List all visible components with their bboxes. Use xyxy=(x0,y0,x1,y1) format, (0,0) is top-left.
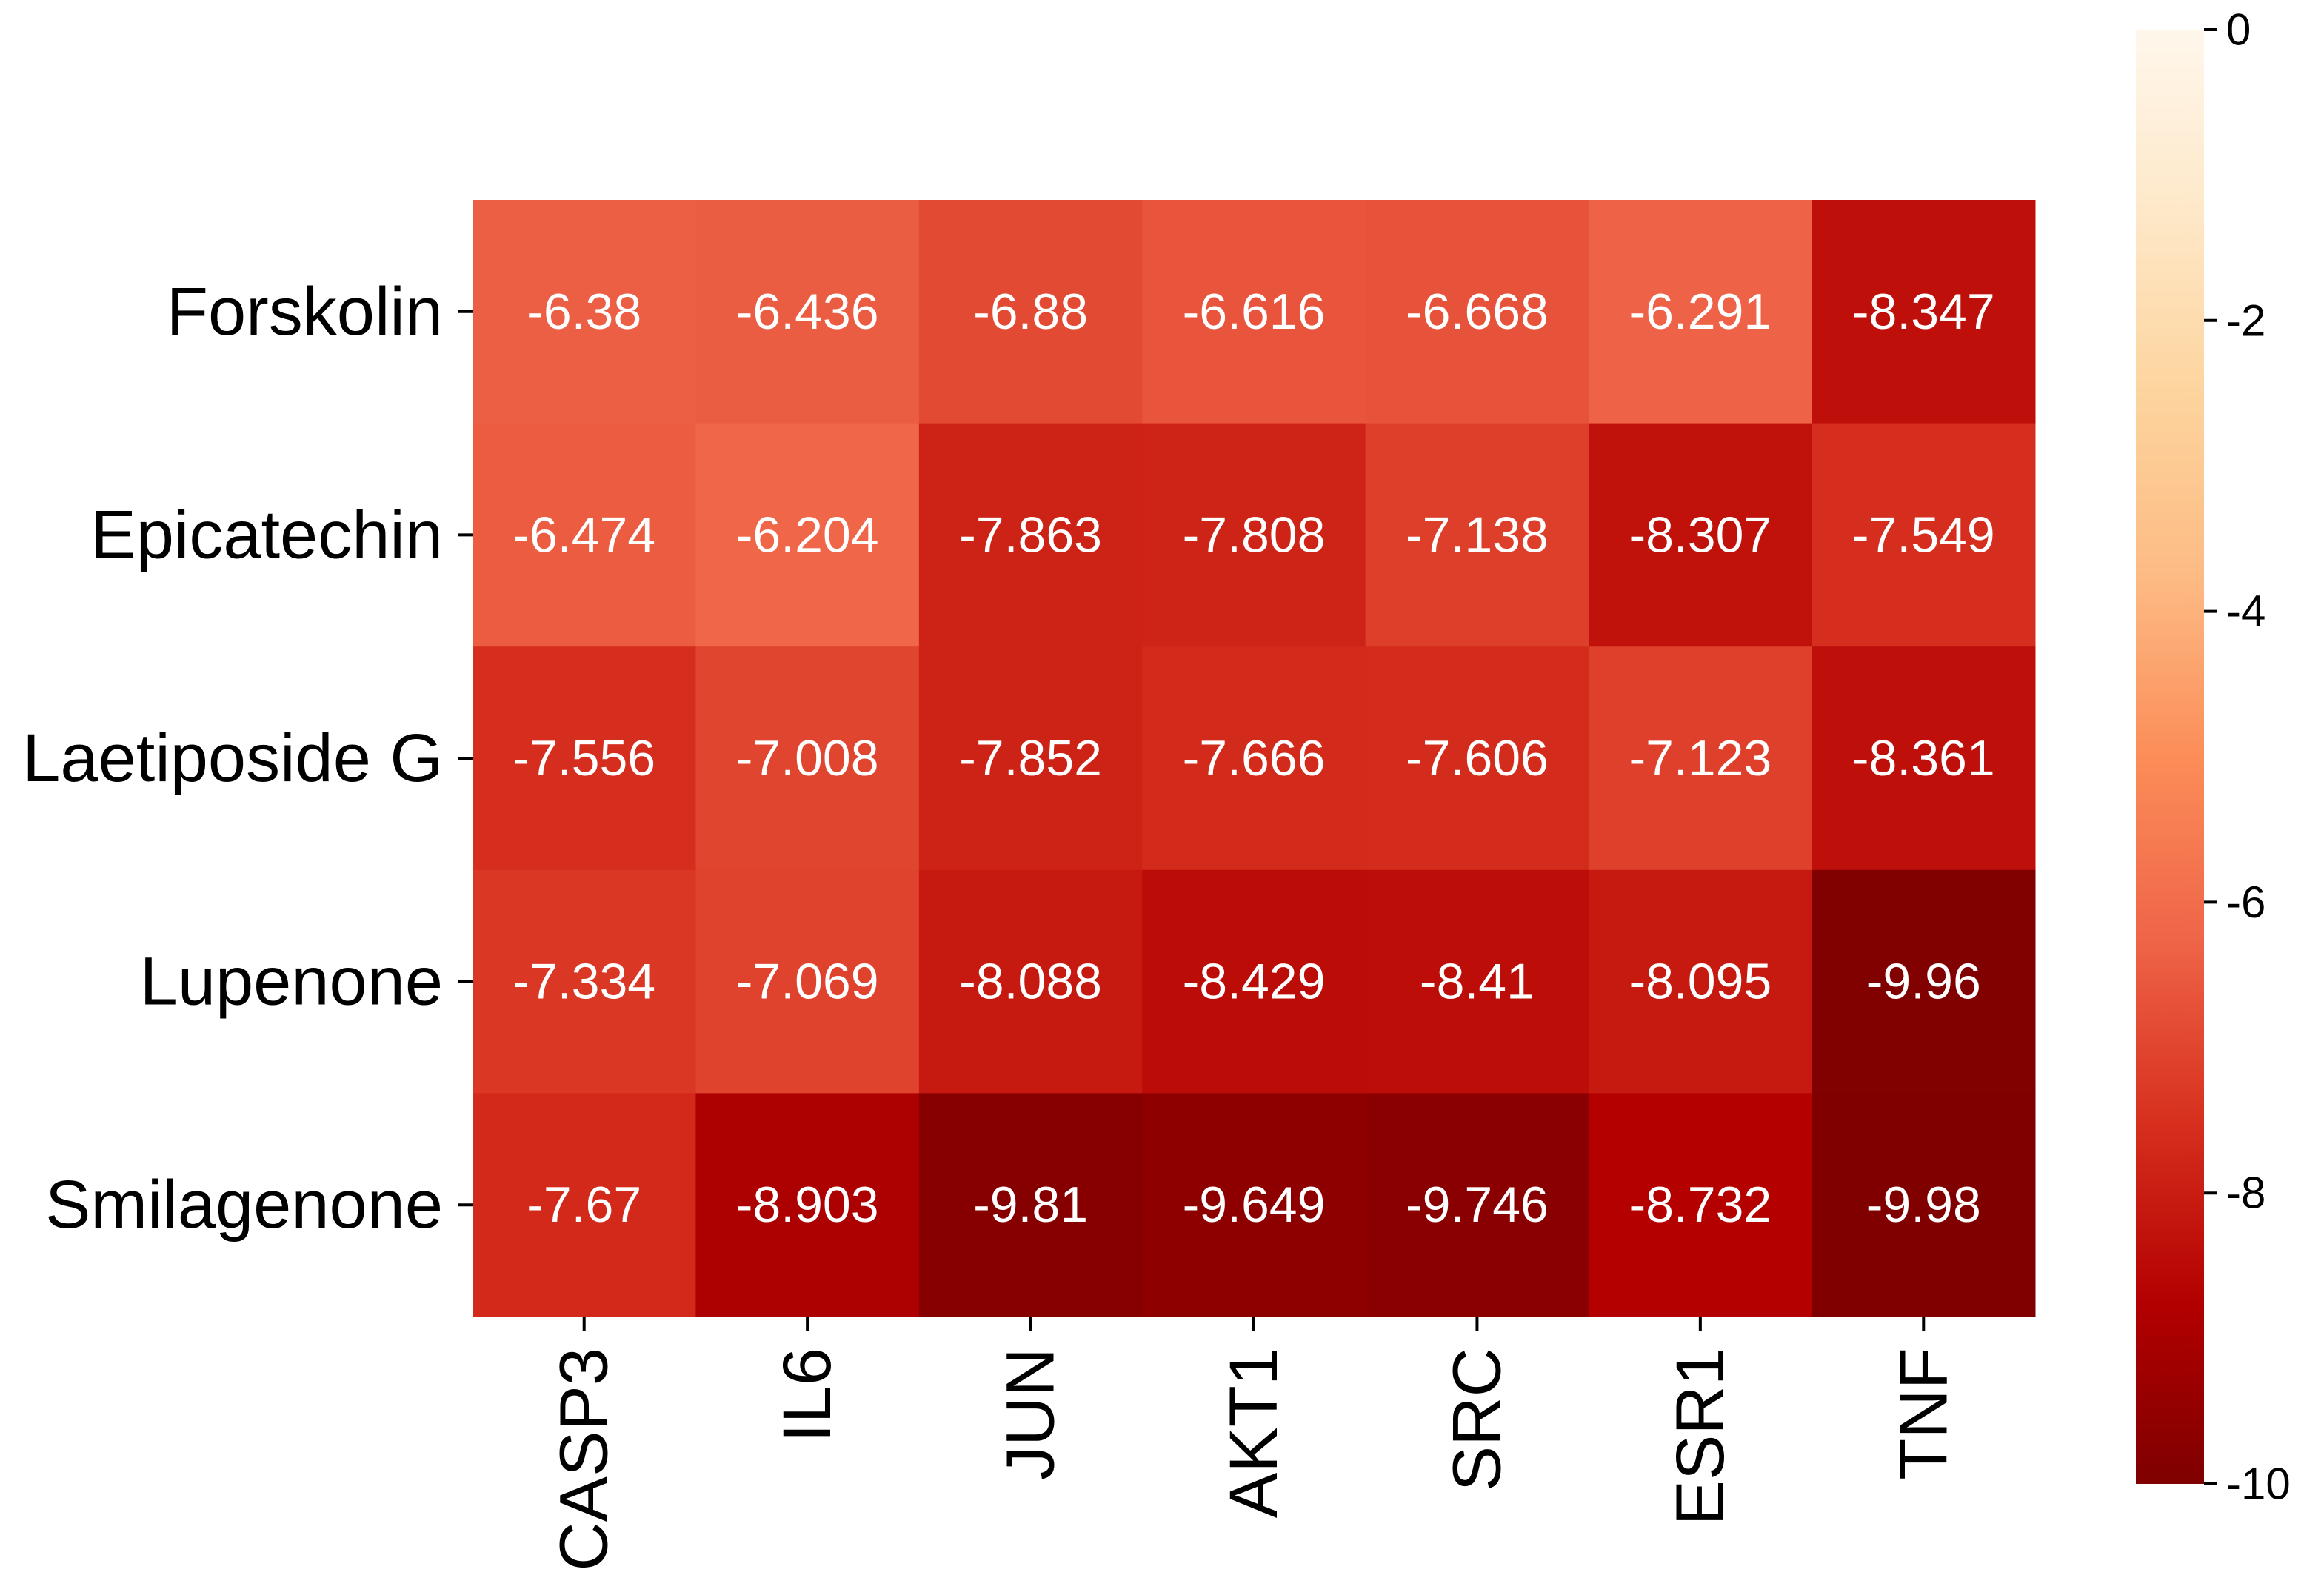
heatmap-cell xyxy=(695,1093,920,1317)
cell-value-label: -7.666 xyxy=(1183,730,1326,786)
heatmap-cell xyxy=(1365,646,1589,871)
cell-value-label: -7.549 xyxy=(1852,506,1995,563)
heatmap-cell xyxy=(1812,200,2036,424)
cell-value-label: -7.008 xyxy=(736,730,879,786)
cell-value-label: -8.361 xyxy=(1852,730,1995,786)
heatmap-cell xyxy=(1142,423,1366,647)
colorbar: 0 -2 -4 -6 -8 -10 xyxy=(2136,5,2291,1509)
heatmap-cell xyxy=(918,646,1143,871)
heatmap-cell xyxy=(1589,869,1813,1094)
colorbar-tick-label: -8 xyxy=(2226,1168,2265,1218)
heatmap-cell xyxy=(1589,423,1813,647)
heatmap-cell xyxy=(1142,646,1366,871)
heatmap-cell xyxy=(1812,1093,2036,1317)
heatmap-cell xyxy=(695,869,920,1094)
heatmap-cell xyxy=(473,1093,696,1317)
cell-value-label: -6.474 xyxy=(512,506,655,563)
column-label: ESR1 xyxy=(1663,1348,1738,1525)
colorbar-gradient xyxy=(2136,30,2204,1484)
heatmap-cell xyxy=(695,646,920,871)
cell-value-label: -8.088 xyxy=(959,954,1102,1010)
row-label: Forskolin xyxy=(167,274,443,349)
cell-value-label: -6.204 xyxy=(736,506,879,563)
cell-value-label: -7.556 xyxy=(512,730,655,786)
cell-value-label: -6.436 xyxy=(736,284,879,340)
heatmap-cell xyxy=(473,200,696,424)
row-labels: Forskolin Epicatechin Laetiposide G Lupenon… xyxy=(22,274,473,1243)
cell-value-label: -8.732 xyxy=(1629,1177,1772,1233)
column-label: CASP3 xyxy=(547,1348,622,1571)
heatmap-cell xyxy=(473,646,696,871)
heatmap-cell xyxy=(918,1093,1143,1317)
cell-value-label: -8.347 xyxy=(1852,284,1995,340)
colorbar-tick-label: -2 xyxy=(2226,295,2265,345)
heatmap-cell xyxy=(1365,200,1589,424)
heatmap-cell xyxy=(1365,869,1589,1094)
heatmap-cell xyxy=(1812,646,2036,871)
cell-value-label: -7.863 xyxy=(959,506,1102,563)
row-label: Lupenone xyxy=(140,944,443,1020)
row-label: Epicatechin xyxy=(90,497,443,572)
cell-value-label: -6.616 xyxy=(1183,284,1326,340)
colorbar-tick-label: -10 xyxy=(2226,1459,2291,1509)
cell-value-label: -9.98 xyxy=(1866,1177,1981,1233)
heatmap-cell xyxy=(1142,869,1366,1094)
heatmap-cell xyxy=(1589,200,1813,424)
cell-value-label: -9.649 xyxy=(1183,1177,1326,1233)
cell-value-label: -7.138 xyxy=(1406,506,1549,563)
cell-value-label: -6.38 xyxy=(527,284,641,340)
cell-value-label: -7.606 xyxy=(1406,730,1549,786)
heatmap-cell xyxy=(695,423,920,647)
heatmap-cell xyxy=(1365,423,1589,647)
cell-value-label: -7.334 xyxy=(512,954,655,1010)
heatmap-cell xyxy=(695,200,920,424)
heatmap-cell xyxy=(1812,869,2036,1094)
heatmap-cells: -6.38 -6.436 -6.88 -6.616 -6.668 -6.291 -8.347… xyxy=(473,200,2036,1317)
cell-value-label: -8.429 xyxy=(1183,954,1326,1010)
column-label: AKT1 xyxy=(1216,1348,1292,1518)
cell-value-label: -8.095 xyxy=(1629,954,1772,1010)
heatmap-cell xyxy=(918,869,1143,1094)
cell-value-label: -7.808 xyxy=(1183,506,1326,563)
cell-value-label: -7.069 xyxy=(736,954,879,1010)
heatmap-cell xyxy=(473,423,696,647)
colorbar-tick-label: 0 xyxy=(2226,5,2251,55)
cell-value-label: -6.668 xyxy=(1406,284,1549,340)
column-label: SRC xyxy=(1439,1348,1515,1491)
colorbar-tick-label: -4 xyxy=(2226,586,2265,636)
colorbar-tick-label: -6 xyxy=(2226,877,2265,927)
heatmap-cell xyxy=(1142,200,1366,424)
cell-value-label: -7.123 xyxy=(1629,730,1772,786)
heatmap-cell xyxy=(473,869,696,1094)
column-label: IL6 xyxy=(769,1348,845,1442)
cell-value-label: -6.88 xyxy=(973,284,1088,340)
heatmap-cell xyxy=(1589,1093,1813,1317)
cell-value-label: -7.852 xyxy=(959,730,1102,786)
cell-value-label: -9.81 xyxy=(973,1177,1088,1233)
heatmap-cell xyxy=(1589,646,1813,871)
cell-value-label: -8.41 xyxy=(1420,954,1535,1010)
colorbar-ticks: 0 -2 -4 -6 -8 -10 xyxy=(2204,5,2291,1509)
cell-value-label: -7.67 xyxy=(527,1177,641,1233)
heatmap-cell xyxy=(1365,1093,1589,1317)
cell-value-label: -8.903 xyxy=(736,1177,879,1233)
heatmap-cell xyxy=(918,423,1143,647)
heatmap-cell xyxy=(1142,1093,1366,1317)
cell-value-label: -9.96 xyxy=(1866,954,1981,1010)
heatmap-cell xyxy=(1812,423,2036,647)
row-label: Laetiposide G xyxy=(22,720,443,796)
cell-value-label: -8.307 xyxy=(1629,506,1772,563)
column-label: JUN xyxy=(993,1348,1069,1480)
cell-value-label: -9.746 xyxy=(1406,1177,1549,1233)
row-label: Smilagenone xyxy=(45,1167,443,1243)
column-label: TNF xyxy=(1886,1348,1961,1480)
cell-value-label: -6.291 xyxy=(1629,284,1772,340)
heatmap-cell xyxy=(918,200,1143,424)
column-labels: CASP3 IL6 JUN AKT1 SRC ESR1 TNF xyxy=(547,1317,1961,1571)
